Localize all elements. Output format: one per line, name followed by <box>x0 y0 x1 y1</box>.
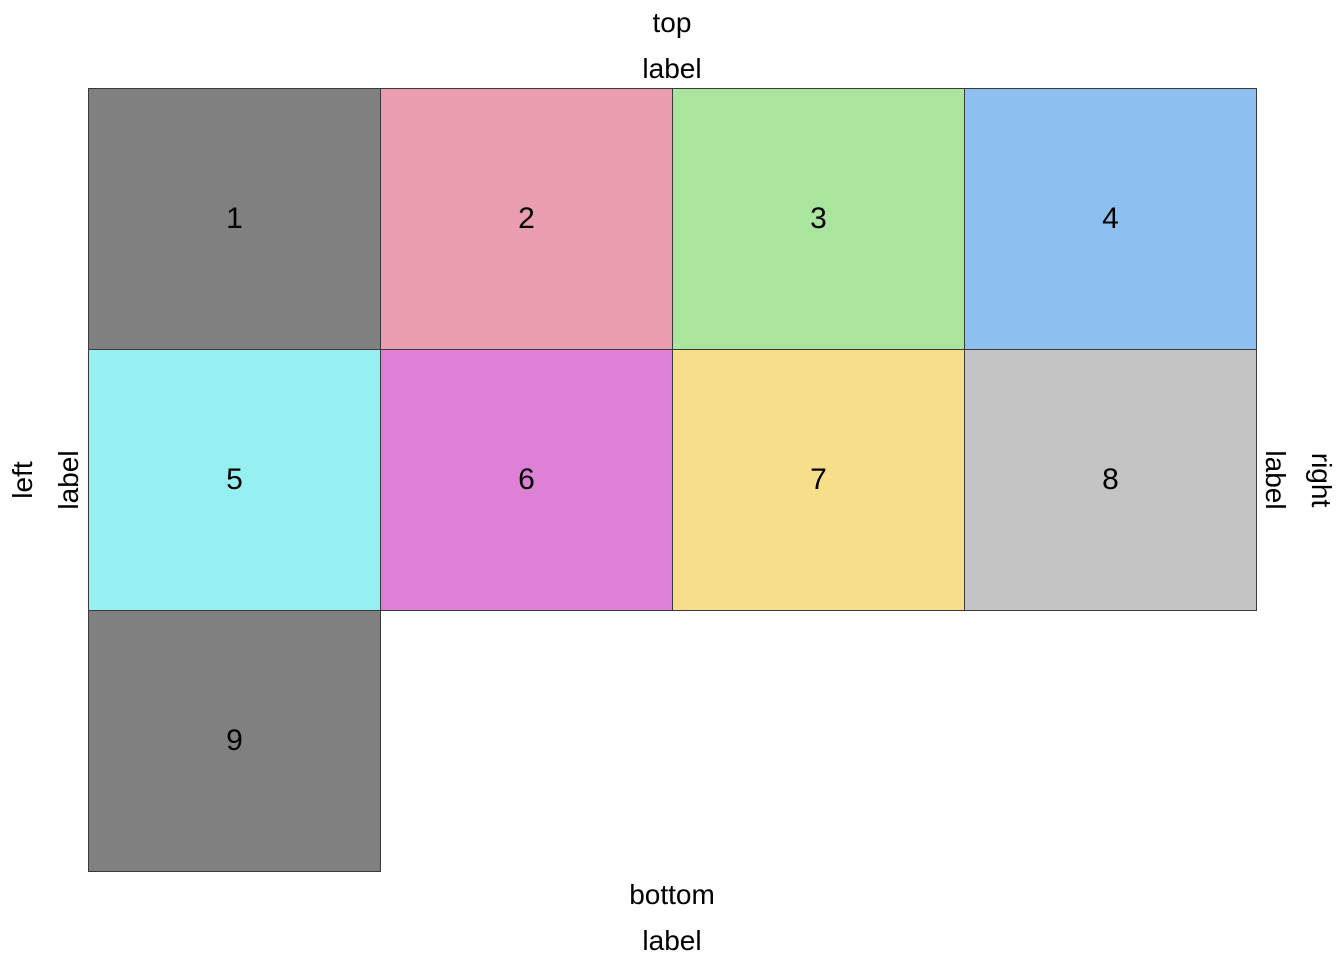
grid-cell-label: 8 <box>1102 463 1119 496</box>
grid-cell-9: 9 <box>88 610 381 872</box>
bottom-label: bottom label <box>572 872 772 964</box>
grid-cell-2: 2 <box>380 88 673 350</box>
grid-cell-label: 7 <box>810 463 827 496</box>
left-label: left label <box>0 380 92 580</box>
left-label-line-2: label <box>53 450 84 510</box>
grid-cell-label: 9 <box>226 724 243 757</box>
right-label: right label <box>1252 380 1344 580</box>
top-label-line-1: top <box>652 7 692 38</box>
grid-cell-5: 5 <box>88 349 381 611</box>
grid-cell-label: 2 <box>518 202 535 235</box>
right-label-line-2: label <box>1260 450 1291 510</box>
grid-cell-3: 3 <box>672 88 965 350</box>
right-label-line-1: right <box>1306 452 1337 508</box>
bottom-label-line-2: label <box>642 925 702 956</box>
left-label-line-1: left <box>7 461 38 499</box>
grid-cell-4: 4 <box>964 88 1257 350</box>
grid-cell-label: 3 <box>810 202 827 235</box>
grid-cell-label: 4 <box>1102 202 1119 235</box>
grid-cell-label: 6 <box>518 463 535 496</box>
grid-cell-6: 6 <box>380 349 673 611</box>
grid-cell-label: 1 <box>226 202 243 235</box>
grid-cell-1: 1 <box>88 88 381 350</box>
top-label-line-2: label <box>642 53 702 84</box>
grid-cell-7: 7 <box>672 349 965 611</box>
top-label: top label <box>572 0 772 92</box>
grid-cell-8: 8 <box>964 349 1257 611</box>
grid-cell-label: 5 <box>226 463 243 496</box>
bottom-label-line-1: bottom <box>629 879 715 910</box>
